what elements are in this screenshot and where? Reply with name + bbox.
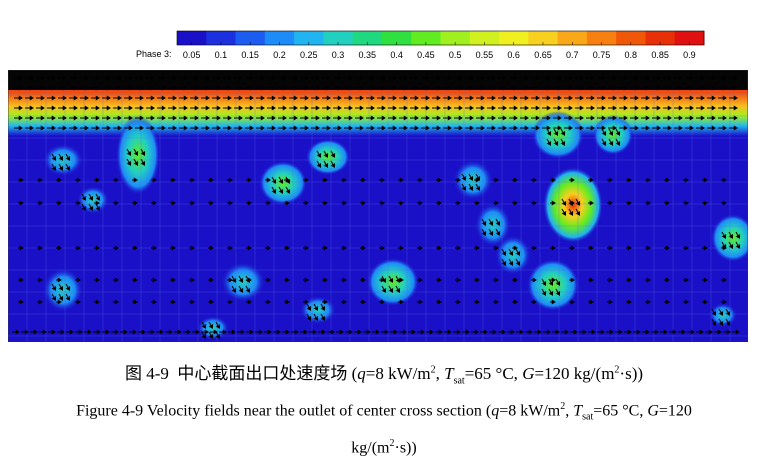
colorbar-swatch xyxy=(616,31,646,45)
colorbar-swatch xyxy=(206,31,237,45)
colorbar-tick-label: 0.85 xyxy=(651,50,669,60)
caption-en-g: G xyxy=(647,402,659,420)
colorbar-swatch xyxy=(528,31,559,45)
colorbar-swatch xyxy=(557,31,588,45)
colorbar-swatch xyxy=(294,31,324,45)
caption-cn-q: q xyxy=(357,364,366,383)
caption-en-t-val: =65 °C, xyxy=(593,402,648,420)
caption-en-sep: , xyxy=(565,402,574,420)
caption-en-t-sub: sat xyxy=(582,411,594,423)
caption-cn-t: T xyxy=(444,364,454,383)
colorbar-frame xyxy=(176,30,705,46)
colorbar-tick-label: 0.25 xyxy=(300,50,318,60)
colorbar-label: Phase 3: xyxy=(136,49,172,59)
top-wall-arrows xyxy=(8,70,748,90)
caption-en-prefix: Figure 4-9 Velocity fields near the outl… xyxy=(76,402,492,420)
caption-cn-q-val: =8 kW/m xyxy=(365,364,431,383)
caption-cn-prefix: 图 4-9 中心截面出口处速度场 ( xyxy=(124,364,358,383)
caption-en-t: T xyxy=(573,402,583,420)
colorbar-tick-label: 0.5 xyxy=(449,50,462,60)
colorbar-swatch xyxy=(499,31,529,45)
caption-en-line2b: ·s)) xyxy=(394,438,417,456)
colorbar-swatch xyxy=(411,31,441,45)
colorbar-swatch xyxy=(440,31,471,45)
colorbar-tick-label: 0.2 xyxy=(273,50,286,60)
caption-cn-suffix: ·s)) xyxy=(619,364,644,383)
colorbar-swatch xyxy=(323,31,354,45)
figure-caption-chinese: 图 4-9 中心截面出口处速度场 (q=8 kW/m2, Tsat=65 °C,… xyxy=(0,359,768,386)
colorbar-swatch xyxy=(674,31,705,45)
caption-cn-q-sup: 2 xyxy=(430,364,436,376)
colorbar-swatch xyxy=(586,31,617,45)
colorbar-tick-label: 0.15 xyxy=(241,50,259,60)
caption-en-q-val: =8 kW/m xyxy=(499,402,561,420)
colorbar-tick-label: 0.1 xyxy=(215,50,228,60)
caption-en-line2a: kg/(m xyxy=(351,438,390,456)
colorbar-swatch xyxy=(177,31,207,45)
colorbar-tick-label: 0.05 xyxy=(183,50,201,60)
colorbar-tick-label: 0.6 xyxy=(507,50,520,60)
caption-en-line2-sup: 2 xyxy=(389,437,395,449)
colorbar-tick-label: 0.3 xyxy=(332,50,345,60)
colorbar-graphic: 0.05 0.1 0.15 0.2 0.25 0.3 0.35 0.4 0.45 0.5 0.55 0… xyxy=(176,30,705,60)
caption-cn-t-sub: sat xyxy=(453,375,465,387)
colorbar-swatch xyxy=(381,31,412,45)
colorbar-tick-label: 0.35 xyxy=(359,50,377,60)
velocity-vectors xyxy=(12,75,741,339)
colorbar-tick-label: 0.7 xyxy=(566,50,579,60)
colorbar-swatch xyxy=(264,31,295,45)
colorbar: 0.05 0.1 0.15 0.2 0.25 0.3 0.35 0.4 0.45 0.5 0.55 0… xyxy=(0,0,768,66)
colorbar-swatch xyxy=(469,31,500,45)
caption-cn-t-val: =65 °C, xyxy=(464,364,523,383)
colorbar-swatch xyxy=(235,31,266,45)
colorbar-tick-label: 0.45 xyxy=(417,50,435,60)
caption-cn-sep: , xyxy=(435,364,445,383)
colorbar-swatch xyxy=(645,31,676,45)
caption-en-q: q xyxy=(491,402,500,420)
colorbar-tick-label: 0.65 xyxy=(534,50,552,60)
colorbar-tick-label: 0.8 xyxy=(625,50,638,60)
colorbar-swatch xyxy=(352,31,383,45)
mesh-grid xyxy=(8,90,748,342)
velocity-field-plot xyxy=(8,70,748,342)
colorbar-tick-label: 0.75 xyxy=(593,50,611,60)
caption-cn-g-val: =120 kg/(m xyxy=(534,364,615,383)
figure-caption-english: Figure 4-9 Velocity fields near the outl… xyxy=(0,394,768,461)
colorbar-tick-label: 0.9 xyxy=(683,50,696,60)
caption-en-g-val: =120 xyxy=(658,402,692,420)
caption-cn-g: G xyxy=(522,364,535,383)
colorbar-tick-label: 0.4 xyxy=(390,50,403,60)
colorbar-tick-label: 0.55 xyxy=(476,50,494,60)
caption-en-q-sup: 2 xyxy=(560,401,566,412)
caption-cn-g-sup: 2 xyxy=(614,364,620,376)
